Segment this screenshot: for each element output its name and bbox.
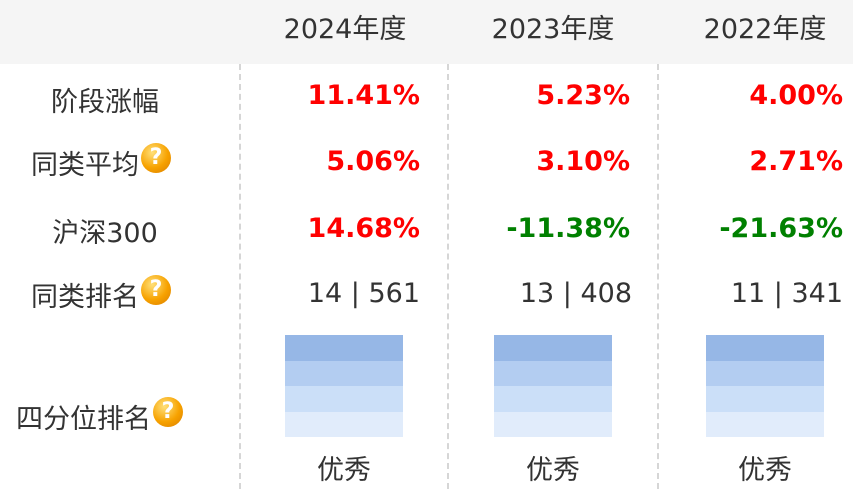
row-label-peer-rank: 同类排名? <box>31 275 171 314</box>
row-label-peer-avg: 同类平均? <box>31 143 171 182</box>
help-icon[interactable]: ? <box>141 143 171 173</box>
peer-rank-2023: 13 | 408 <box>519 278 632 309</box>
row-label-quartile: 四分位排名? <box>16 397 183 436</box>
csi300-2024: 14.68% <box>307 213 420 244</box>
peer-rank-label: 同类排名 <box>31 282 139 313</box>
stage-gain-2023: 5.23% <box>536 80 630 111</box>
peer-avg-2023: 3.10% <box>536 146 630 177</box>
column-divider <box>447 64 449 489</box>
quartile-label-2022: 优秀 <box>738 455 792 486</box>
quartile-chart-2023 <box>494 335 612 437</box>
stage-gain-2022: 4.00% <box>749 80 843 111</box>
quartile-label-2024: 优秀 <box>317 455 371 486</box>
help-icon[interactable]: ? <box>153 397 183 427</box>
header-2024: 2024年度 <box>283 14 407 45</box>
peer-rank-2024: 14 | 561 <box>307 278 420 309</box>
row-label-stage-gain: 阶段涨幅 <box>51 87 159 118</box>
table-header <box>0 0 853 64</box>
stage-gain-2024: 11.41% <box>307 80 420 111</box>
column-divider <box>239 64 241 489</box>
row-label-csi300: 沪深300 <box>52 218 158 249</box>
quartile-label-2023: 优秀 <box>526 455 580 486</box>
quartile-chart-2024 <box>285 335 403 437</box>
peer-avg-label: 同类平均 <box>31 150 139 181</box>
help-icon[interactable]: ? <box>141 275 171 305</box>
csi300-2023: -11.38% <box>506 213 630 244</box>
quartile-chart-2022 <box>706 335 824 437</box>
peer-rank-2022: 11 | 341 <box>730 278 843 309</box>
header-2023: 2023年度 <box>491 14 615 45</box>
peer-avg-2024: 5.06% <box>326 146 420 177</box>
quartile-label: 四分位排名 <box>16 404 151 435</box>
peer-avg-2022: 2.71% <box>749 146 843 177</box>
csi300-2022: -21.63% <box>719 213 843 244</box>
header-2022: 2022年度 <box>703 14 827 45</box>
column-divider <box>657 64 659 489</box>
